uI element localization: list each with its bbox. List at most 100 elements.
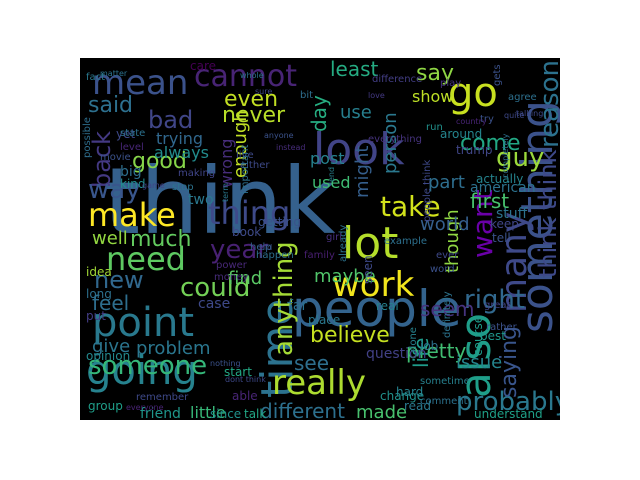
- cloud-word-least: least: [330, 58, 379, 81]
- cloud-word-really: really: [272, 363, 366, 403]
- cloud-word-instead: instead: [276, 143, 306, 152]
- cloud-word-could: could: [180, 273, 250, 303]
- cloud-word-example: example: [384, 236, 427, 247]
- cloud-word-book: book: [232, 225, 261, 239]
- cloud-word-real: real: [376, 299, 399, 313]
- cloud-word-year: year: [210, 235, 268, 265]
- cloud-word-movie: movie: [100, 152, 131, 163]
- cloud-word-quite: quite: [504, 111, 525, 120]
- cloud-word-done: done: [408, 327, 419, 352]
- cloud-word-stop: stop: [172, 182, 194, 193]
- cloud-word-kind: kind: [120, 177, 146, 191]
- cloud-word-opinion: opinion: [86, 349, 130, 363]
- cloud-word-level: level: [120, 142, 144, 153]
- cloud-word-people-think: people think: [422, 160, 433, 222]
- cloud-word-course: course: [471, 316, 485, 356]
- cloud-word-take: take: [380, 190, 441, 223]
- cloud-word-want: want: [466, 189, 499, 258]
- cloud-word-money: money: [214, 272, 248, 283]
- cloud-word-bad: bad: [148, 106, 193, 134]
- cloud-word-back: back: [88, 131, 116, 188]
- cloud-word-getting: getting: [258, 215, 301, 229]
- cloud-word-friend: friend: [140, 406, 181, 420]
- cloud-word-girl: girl: [326, 232, 342, 243]
- cloud-word-run: run: [426, 122, 443, 133]
- cloud-word-also: also: [451, 313, 500, 398]
- cloud-word-end: end: [327, 167, 336, 182]
- cloud-word-understand: understand: [474, 407, 543, 420]
- cloud-word-put: put: [86, 309, 106, 323]
- cloud-word-place: place: [308, 313, 340, 327]
- cloud-word-possible: possible: [82, 117, 93, 158]
- cloud-word-someone: someone: [88, 351, 207, 381]
- cloud-word-part: part: [428, 172, 465, 193]
- cloud-word-lot: lot: [342, 218, 398, 269]
- cloud-word-everything: everything: [368, 134, 422, 145]
- cloud-word-important: important: [240, 145, 251, 194]
- cloud-word-read: read: [404, 399, 431, 413]
- cloud-word-sure: sure: [255, 87, 272, 96]
- cloud-word-far: far: [288, 298, 308, 314]
- cloud-word-making: making: [178, 168, 215, 179]
- cloud-word-help: help: [250, 242, 272, 253]
- cloud-word-whole: whole: [240, 71, 264, 80]
- cloud-word-idea: idea: [86, 265, 112, 279]
- cloud-word-definitely: definitely: [442, 291, 453, 338]
- cloud-word-way: way: [88, 175, 141, 205]
- cloud-word-trump: trump: [456, 143, 493, 157]
- cloud-word-show: show: [412, 87, 453, 106]
- cloud-word-live: live: [236, 150, 254, 161]
- cloud-word-group: group: [88, 399, 123, 413]
- cloud-word-matter: matter: [100, 69, 128, 78]
- cloud-word-yet: yet: [116, 127, 135, 141]
- cloud-word-maybe: maybe: [314, 266, 376, 287]
- cloud-word-good: good: [132, 149, 187, 174]
- cloud-word-happen: happen: [256, 250, 294, 261]
- cloud-word-see: see: [294, 351, 329, 375]
- cloud-word-since: since: [210, 407, 241, 420]
- cloud-word-make: make: [88, 196, 176, 234]
- cloud-word-life: life: [409, 338, 433, 368]
- cloud-word-gets: gets: [492, 64, 503, 86]
- cloud-word-anything: anything: [269, 241, 299, 356]
- cloud-word-made: made: [356, 402, 407, 420]
- cloud-word-look: look: [313, 124, 405, 175]
- cloud-word-post: post: [310, 149, 345, 168]
- cloud-word-either: either: [240, 160, 270, 171]
- cloud-word-guy: guy: [496, 143, 544, 173]
- cloud-word-power: power: [216, 260, 248, 271]
- cloud-word-family: family: [304, 250, 335, 261]
- cloud-word-little: little: [190, 403, 226, 420]
- cloud-word-bit: bit: [300, 90, 313, 101]
- cloud-word-sometime: sometime: [420, 376, 470, 387]
- cloud-word-keep: keep: [490, 217, 519, 231]
- cloud-word-country: country: [456, 117, 487, 126]
- cloud-word-issue: issue: [456, 352, 502, 373]
- cloud-word-problem: problem: [136, 338, 210, 359]
- cloud-word-case: case: [198, 296, 230, 312]
- cloud-word-talk: talk: [244, 407, 266, 420]
- cloud-word-going: going: [86, 348, 198, 394]
- cloud-word-person: person: [380, 112, 401, 174]
- cloud-word-completely: completely: [501, 133, 510, 178]
- cloud-word-state: state: [120, 128, 145, 139]
- cloud-word-might: might: [352, 146, 373, 198]
- cloud-word-already: already: [338, 225, 349, 262]
- cloud-word-remember: remember: [136, 392, 189, 403]
- cloud-word-right: right: [464, 285, 525, 315]
- cloud-word-first: first: [470, 189, 509, 213]
- cloud-word-well: well: [92, 228, 128, 249]
- cloud-word-stuff: stuff: [496, 206, 528, 222]
- cloud-word-never: never: [222, 103, 286, 128]
- cloud-word-new: new: [94, 266, 144, 294]
- cloud-word-rather: rather: [486, 322, 518, 333]
- cloud-word-find: find: [228, 268, 262, 289]
- cloud-word-said: said: [88, 93, 133, 118]
- cloud-word-something: something: [512, 100, 560, 333]
- cloud-word-play: play: [440, 78, 461, 89]
- cloud-word-difference: difference: [372, 74, 422, 85]
- cloud-word-seen: seen: [361, 255, 375, 284]
- cloud-word-world: world: [420, 214, 470, 235]
